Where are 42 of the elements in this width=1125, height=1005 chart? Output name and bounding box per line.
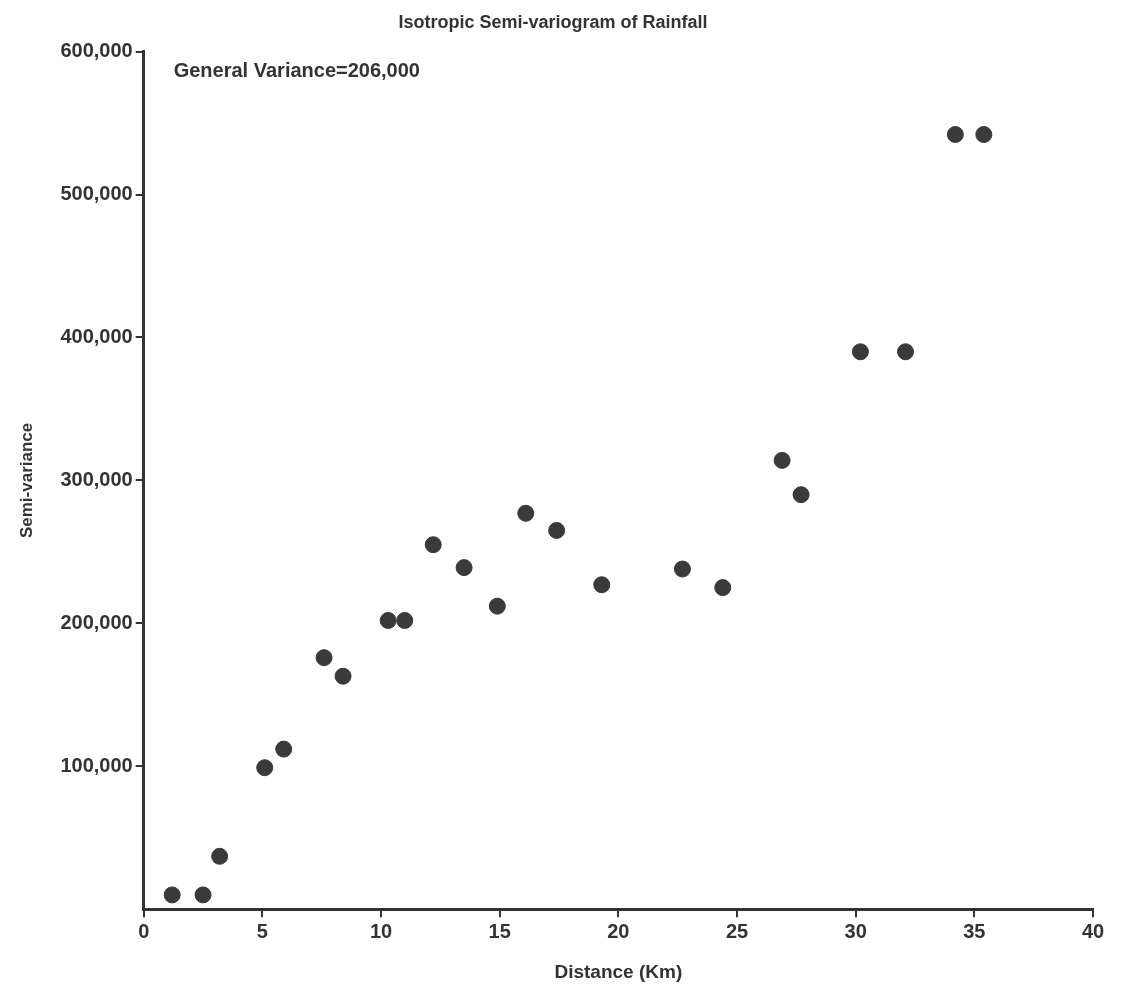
y-tick-label: 100,000 xyxy=(60,753,133,776)
y-tick-label: 500,000 xyxy=(60,182,133,205)
y-tick-label: 300,000 xyxy=(60,467,133,490)
point xyxy=(714,579,732,597)
point xyxy=(163,886,181,904)
point xyxy=(488,597,506,615)
point xyxy=(379,611,397,629)
x-tick-label: 10 xyxy=(369,919,393,942)
x-tick-label: 30 xyxy=(844,919,867,942)
point xyxy=(773,451,791,469)
x-tick-label: 35 xyxy=(963,919,986,942)
point xyxy=(548,521,566,539)
x-tick-label: 0 xyxy=(138,919,150,942)
point xyxy=(673,560,691,578)
point xyxy=(211,847,229,865)
x-axis-title: Distance (Km) xyxy=(554,960,683,982)
point xyxy=(517,504,535,522)
point xyxy=(851,343,869,361)
point xyxy=(593,576,611,594)
y-axis-title: Semi-variance xyxy=(16,422,36,539)
x-tick-label: 5 xyxy=(256,919,268,942)
x-tick-label: 25 xyxy=(725,919,749,942)
point xyxy=(396,611,414,629)
point xyxy=(275,740,293,758)
point xyxy=(424,536,442,554)
x-tick-label: 20 xyxy=(607,919,630,942)
y-tick-label: 600,000 xyxy=(60,39,133,62)
point xyxy=(315,649,333,667)
annotation: General Variance=206,000 xyxy=(173,59,421,82)
point xyxy=(334,667,352,685)
point xyxy=(194,886,212,904)
point xyxy=(256,759,274,777)
point xyxy=(946,126,964,143)
point xyxy=(792,486,810,504)
point xyxy=(455,559,473,577)
chart-title: Isotropic Semi-variogram of Rainfall xyxy=(398,11,708,32)
point xyxy=(975,126,993,143)
y-tick-label: 200,000 xyxy=(60,610,133,633)
x-tick-label: 15 xyxy=(488,919,511,942)
point xyxy=(897,343,915,361)
x-tick-label: 40 xyxy=(1081,919,1105,942)
y-tick-label: 400,000 xyxy=(60,324,133,347)
